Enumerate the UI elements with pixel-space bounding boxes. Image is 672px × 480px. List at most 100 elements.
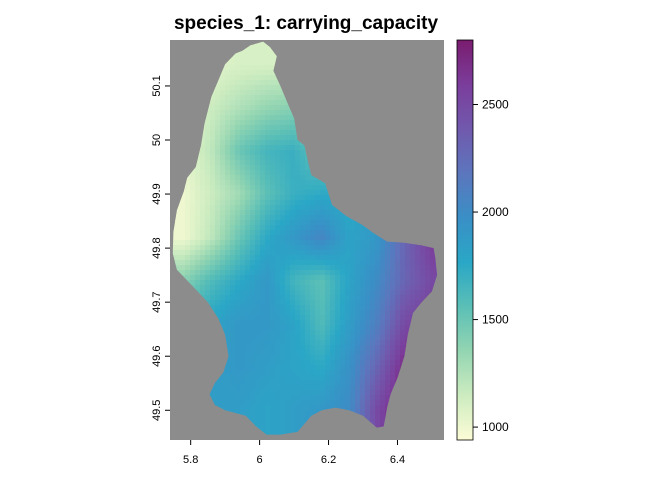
raster-cell [230, 370, 236, 376]
raster-cell [370, 370, 376, 376]
raster-cell [355, 235, 361, 241]
raster-cell [315, 380, 321, 386]
raster-cell [385, 385, 391, 391]
raster-cell [235, 355, 241, 361]
raster-cell [390, 245, 396, 251]
raster-cell [215, 295, 221, 301]
raster-cell [230, 315, 236, 321]
raster-cell [290, 225, 296, 231]
raster-cell [255, 405, 261, 411]
raster-cell [210, 230, 216, 236]
raster-cell [270, 365, 276, 371]
raster-cell [175, 265, 181, 271]
raster-cell [265, 150, 271, 156]
raster-cell [375, 410, 381, 416]
raster-cell [240, 175, 246, 181]
raster-cell [355, 245, 361, 251]
raster-cell [275, 115, 281, 121]
raster-cell [245, 115, 251, 121]
raster-cell [230, 300, 236, 306]
raster-cell [215, 260, 221, 266]
raster-cell [365, 360, 371, 366]
raster-cell [245, 355, 251, 361]
raster-cell [220, 170, 226, 176]
raster-cell [245, 315, 251, 321]
raster-cell [305, 175, 311, 181]
raster-cell [285, 410, 291, 416]
raster-cell [235, 55, 241, 61]
raster-cell [275, 290, 281, 296]
raster-cell [245, 70, 251, 76]
raster-cell [230, 260, 236, 266]
raster-cell [365, 400, 371, 406]
raster-cell [315, 255, 321, 261]
raster-cell [360, 375, 366, 381]
raster-cell [260, 400, 266, 406]
raster-cell [245, 150, 251, 156]
raster-cell [250, 230, 256, 236]
raster-cell [395, 345, 401, 351]
raster-cell [385, 290, 391, 296]
raster-cell [285, 190, 291, 196]
raster-cell [225, 230, 231, 236]
raster-cell [240, 135, 246, 141]
raster-cell [335, 385, 341, 391]
raster-cell [360, 300, 366, 306]
raster-cell [220, 120, 226, 126]
raster-cell [185, 245, 191, 251]
raster-cell [310, 405, 316, 411]
raster-cell [260, 395, 266, 401]
raster-cell [370, 265, 376, 271]
raster-cell [225, 335, 231, 341]
raster-cell [345, 245, 351, 251]
raster-cell [260, 180, 266, 186]
legend-tick-label: 1500 [482, 313, 509, 327]
raster-cell [280, 210, 286, 216]
raster-cell [190, 280, 196, 286]
raster-cell [240, 150, 246, 156]
x-tick-label: 6.2 [321, 454, 336, 466]
raster-cell [255, 365, 261, 371]
raster-cell [260, 280, 266, 286]
raster-cell [300, 265, 306, 271]
raster-cell [200, 160, 206, 166]
raster-cell [305, 360, 311, 366]
raster-cell [370, 420, 376, 426]
raster-cell [275, 160, 281, 166]
raster-cell [305, 295, 311, 301]
raster-cell [320, 345, 326, 351]
raster-cell [220, 250, 226, 256]
raster-cell [260, 350, 266, 356]
raster-cell [370, 275, 376, 281]
raster-cell [210, 150, 216, 156]
raster-cell [345, 350, 351, 356]
raster-cell [260, 300, 266, 306]
raster-cell [275, 340, 281, 346]
raster-cell [220, 285, 226, 291]
raster-cell [255, 215, 261, 221]
raster-cell [285, 185, 291, 191]
raster-cell [230, 105, 236, 111]
raster-cell [195, 185, 201, 191]
raster-cell [300, 245, 306, 251]
raster-cell [395, 245, 401, 251]
raster-cell [230, 110, 236, 116]
raster-cell [220, 205, 226, 211]
raster-cell [370, 230, 376, 236]
raster-cell [320, 275, 326, 281]
raster-cell [265, 410, 271, 416]
raster-cell [185, 215, 191, 221]
raster-cell [270, 425, 276, 431]
raster-cell [290, 125, 296, 131]
raster-cell [330, 205, 336, 211]
raster-cell [315, 365, 321, 371]
raster-cell [225, 195, 231, 201]
raster-cell [225, 215, 231, 221]
raster-cell [405, 310, 411, 316]
raster-cell [205, 250, 211, 256]
raster-cell [200, 285, 206, 291]
raster-cell [250, 260, 256, 266]
raster-cell [220, 95, 226, 101]
raster-cell [365, 370, 371, 376]
raster-cell [250, 50, 256, 56]
